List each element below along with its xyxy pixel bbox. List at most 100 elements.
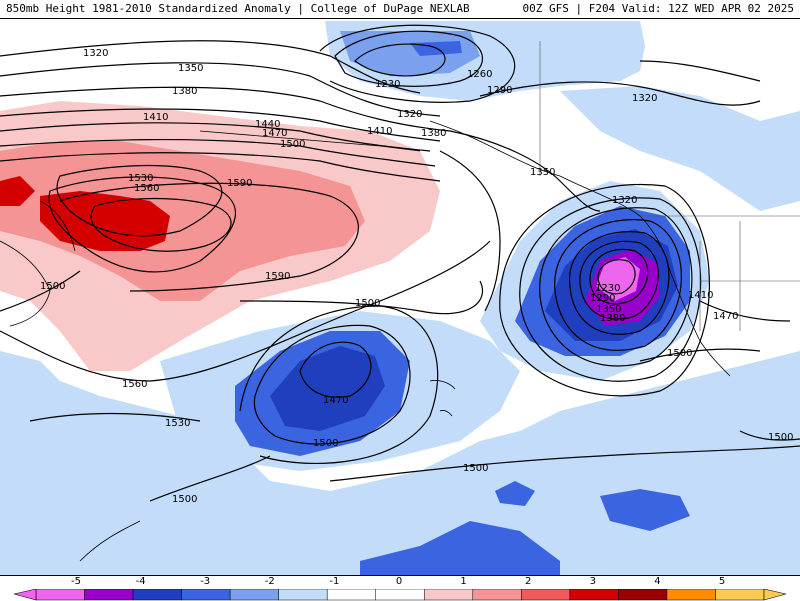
colorbar-tick-label: -5	[71, 576, 81, 587]
contour-label: 1530	[165, 418, 190, 429]
anomaly-shade-negative-pacific-low-core	[270, 346, 385, 431]
colorbar-tick-label: -4	[135, 576, 146, 587]
contour-label: 1410	[688, 290, 713, 301]
colorbar-segment	[472, 589, 522, 601]
anomaly-shade-negative-california-extreme	[596, 257, 640, 301]
colorbar-segment	[375, 589, 425, 601]
coast-alaska	[429, 120, 561, 177]
contour-label: 1500	[280, 139, 305, 150]
colorbar-segment	[424, 589, 474, 601]
header-bar: 850mb Height 1981-2010 Standardized Anom…	[0, 0, 800, 18]
contour-1500	[0, 152, 441, 182]
contour-label: 1500	[40, 281, 65, 292]
colorbar-arrow-right	[763, 589, 787, 601]
contour-1350	[0, 62, 441, 117]
contour-label: 1560	[122, 379, 147, 390]
coast-bc	[559, 175, 671, 272]
contour-1470-low	[299, 341, 372, 398]
colorbar-segment	[35, 589, 85, 601]
contour-label: 1260	[467, 69, 492, 80]
contour-1500-southeast	[329, 445, 800, 482]
colorbar-arrow-left	[13, 589, 37, 601]
contour-1500-southwest	[149, 455, 271, 502]
contour-1260	[334, 30, 484, 87]
contour-cutoff-4	[569, 231, 670, 335]
contour-1500-low	[253, 324, 411, 445]
contour-1560-south	[0, 240, 491, 382]
anomaly-map: 1320 1350 1230 1260 1290 1320 1320 1380 …	[0, 18, 800, 576]
colorbar: -5 -4 -3 -2 -1 0 1 2 3 4 5	[0, 576, 800, 601]
contour-1560	[48, 176, 237, 273]
contour-label: 1290	[487, 85, 512, 96]
contour-label: 1350	[530, 167, 555, 178]
contour-1320-east	[479, 81, 761, 106]
anomaly-shade-negative-subtropic	[0, 351, 800, 575]
colorbar-tick-label: -1	[329, 576, 340, 587]
contour-label: 1410	[143, 112, 168, 123]
contour-label: 1230	[375, 79, 400, 90]
contour-label: 1470	[262, 128, 287, 139]
map-title: 850mb Height 1981-2010 Standardized Anom…	[6, 2, 470, 15]
contour-1380-coast	[439, 150, 501, 312]
contour-cutoff-2	[589, 248, 649, 305]
contour-label: 1530	[128, 173, 153, 184]
contour-1500-west	[0, 270, 81, 312]
contour-cutoff-1	[597, 259, 636, 295]
colorbar-tick-label: -2	[264, 576, 275, 587]
contour-1590-outer	[59, 182, 359, 292]
contour-1230	[354, 43, 446, 77]
colorbar-segment	[569, 589, 619, 601]
colorbar-segment	[278, 589, 328, 601]
colorbar-segment	[132, 589, 182, 601]
coast-aleutians	[199, 130, 421, 152]
colorbar-segment	[326, 589, 376, 601]
borders	[539, 41, 800, 331]
contour-cutoff-3	[579, 240, 659, 320]
contour-label: 1500	[667, 348, 692, 359]
contour-1380	[0, 86, 451, 132]
contour-label: 1470	[713, 311, 738, 322]
colorbar-tick-label: 1	[460, 576, 467, 587]
coast-kamchatka	[39, 200, 76, 252]
contour-label-group: 1320 1350 1230 1260 1290 1320 1320 1380 …	[40, 48, 793, 505]
contour-label: 1470	[323, 395, 348, 406]
anomaly-shade-negative-patch-1	[495, 481, 535, 506]
contour-1320-east2	[639, 60, 761, 82]
colorbar-segment	[666, 589, 716, 601]
contour-label: 1590	[227, 178, 252, 189]
coast-hawaii-2	[439, 410, 453, 417]
contour-label: 1230	[595, 283, 620, 294]
colorbar-tick-label: 2	[525, 576, 532, 587]
contour-cutoff-6	[539, 207, 693, 367]
anomaly-shade-negative-canada	[560, 86, 800, 211]
contour-1440	[0, 122, 431, 152]
colorbar-tick-label: 3	[589, 576, 596, 587]
contour-1500-far-east	[739, 430, 800, 441]
contour-label: 1560	[134, 183, 159, 194]
anomaly-shade-negative-patch-2	[600, 489, 690, 531]
contour-1530-south	[29, 412, 201, 422]
contour-1470-east	[699, 300, 791, 322]
contour-label: 1350	[596, 304, 621, 315]
anomaly-shade-negative-patch-3	[360, 521, 560, 575]
contour-label: 1320	[83, 48, 108, 59]
colorbar-tick-label: 4	[654, 576, 661, 587]
run-info: 00Z GFS | F204 Valid: 12Z WED APR 02 202…	[522, 2, 794, 15]
contour-label: 1320	[612, 195, 637, 206]
coast-california	[669, 270, 731, 377]
contour-label: 1590	[265, 271, 290, 282]
contour-label: 1380	[172, 86, 197, 97]
contour-1590	[90, 197, 232, 252]
contour-label: 1380	[421, 128, 446, 139]
anomaly-shade-positive-spot	[0, 176, 35, 206]
coastlines	[0, 120, 731, 562]
colorbar-segment	[618, 589, 668, 601]
contour-1320	[0, 40, 421, 94]
contour-label: 1500	[172, 494, 197, 505]
contour-1500-east	[639, 348, 761, 362]
contour-1470	[0, 138, 436, 167]
contour-label: 1380	[600, 313, 625, 324]
contour-1410	[0, 108, 441, 142]
colorbar-segment	[715, 589, 765, 601]
